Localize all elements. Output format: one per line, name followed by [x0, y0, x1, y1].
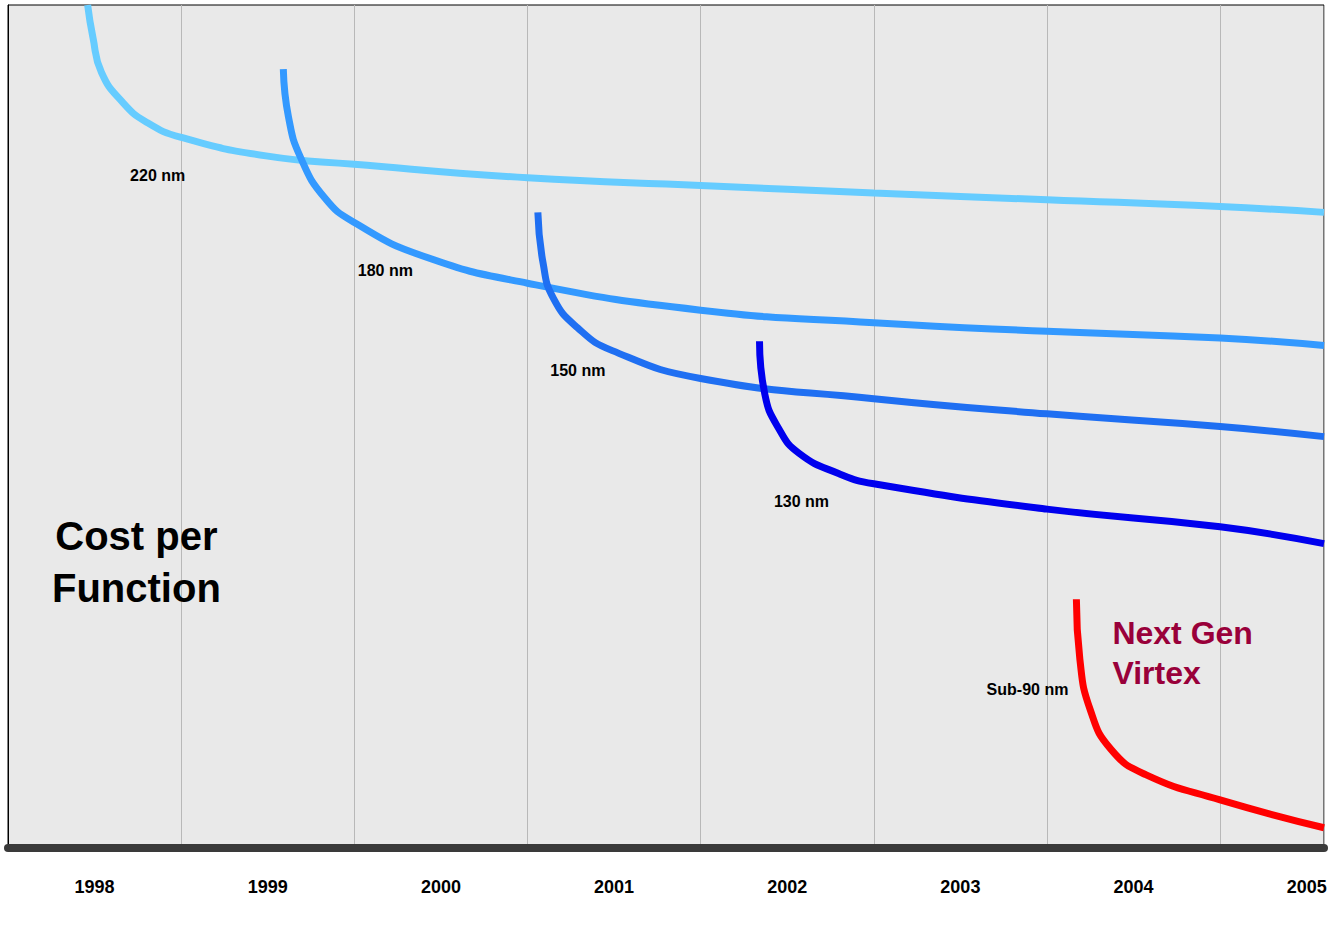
svg-text:180 nm: 180 nm — [358, 262, 413, 279]
svg-text:Next Gen: Next Gen — [1112, 615, 1252, 651]
svg-text:2003: 2003 — [940, 877, 980, 897]
svg-text:2004: 2004 — [1114, 877, 1154, 897]
svg-text:150 nm: 150 nm — [550, 362, 605, 379]
svg-text:2002: 2002 — [767, 877, 807, 897]
svg-text:130 nm: 130 nm — [774, 493, 829, 510]
svg-text:Virtex: Virtex — [1112, 655, 1201, 691]
svg-text:220 nm: 220 nm — [130, 167, 185, 184]
svg-text:1998: 1998 — [75, 877, 115, 897]
svg-text:2000: 2000 — [421, 877, 461, 897]
svg-text:Function: Function — [52, 566, 221, 610]
svg-text:2001: 2001 — [594, 877, 634, 897]
svg-text:2005: 2005 — [1287, 877, 1327, 897]
svg-text:1999: 1999 — [248, 877, 288, 897]
svg-text:Cost per: Cost per — [55, 514, 217, 558]
svg-text:Sub-90 nm: Sub-90 nm — [987, 681, 1069, 698]
